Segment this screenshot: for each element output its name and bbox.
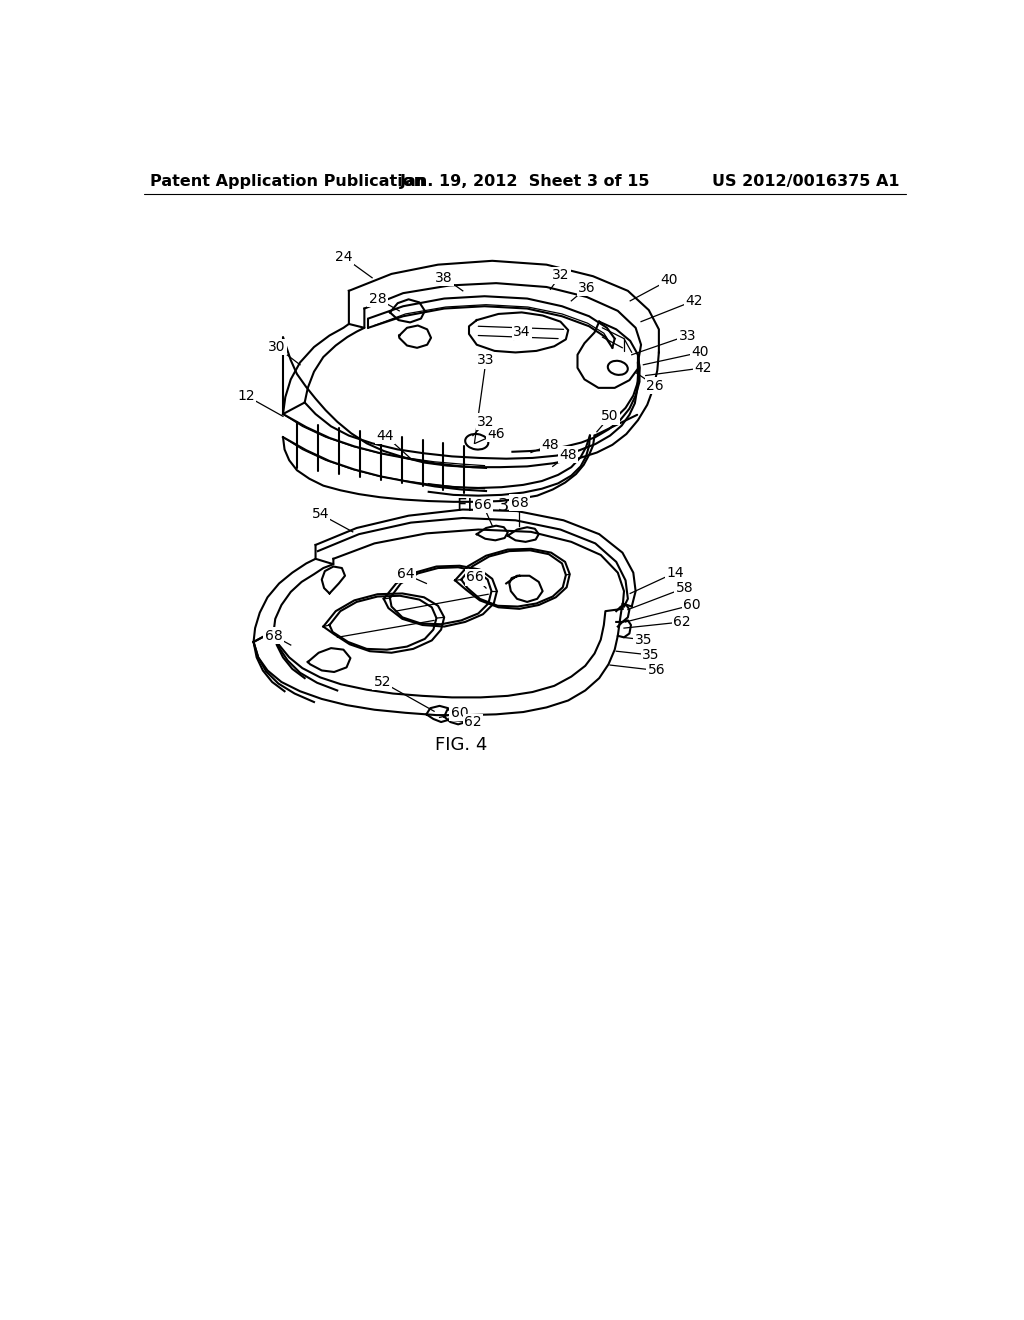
Text: FIG. 4: FIG. 4 [435, 737, 487, 754]
Text: 12: 12 [237, 388, 255, 403]
Text: 33: 33 [477, 354, 495, 367]
Text: US 2012/0016375 A1: US 2012/0016375 A1 [713, 174, 900, 189]
Text: 58: 58 [676, 581, 693, 595]
Text: 35: 35 [635, 632, 652, 647]
Text: 44: 44 [377, 429, 394, 442]
Text: 68: 68 [511, 495, 528, 510]
Text: FIG. 3: FIG. 3 [457, 498, 509, 515]
Text: 42: 42 [694, 360, 712, 375]
Text: 46: 46 [487, 428, 505, 441]
Text: 66: 66 [466, 570, 484, 585]
Text: 48: 48 [559, 447, 577, 462]
Text: 26: 26 [646, 379, 664, 392]
Text: 32: 32 [552, 268, 569, 282]
Text: 62: 62 [464, 715, 481, 729]
Text: 52: 52 [374, 675, 391, 689]
Text: 33: 33 [679, 329, 696, 342]
Text: 42: 42 [685, 294, 702, 308]
Text: 60: 60 [683, 598, 701, 612]
Text: 32: 32 [477, 414, 495, 429]
Text: 62: 62 [674, 615, 691, 628]
Text: 36: 36 [578, 281, 596, 294]
Text: 38: 38 [435, 271, 453, 285]
Text: 24: 24 [335, 249, 352, 264]
Text: 60: 60 [451, 706, 469, 719]
Text: Jan. 19, 2012  Sheet 3 of 15: Jan. 19, 2012 Sheet 3 of 15 [399, 174, 650, 189]
Text: 48: 48 [542, 438, 559, 451]
Text: 56: 56 [648, 664, 666, 677]
Text: 35: 35 [642, 648, 659, 663]
Text: 40: 40 [660, 273, 678, 286]
Text: 28: 28 [369, 292, 386, 305]
Text: 68: 68 [265, 628, 283, 643]
Text: 30: 30 [268, 341, 286, 354]
Text: Patent Application Publication: Patent Application Publication [150, 174, 425, 189]
Text: 66: 66 [474, 498, 492, 512]
Text: 64: 64 [396, 568, 415, 581]
Text: 14: 14 [667, 566, 684, 579]
Text: 34: 34 [513, 325, 530, 339]
Text: 40: 40 [691, 346, 709, 359]
Text: 50: 50 [601, 409, 618, 424]
Text: 54: 54 [311, 507, 329, 521]
